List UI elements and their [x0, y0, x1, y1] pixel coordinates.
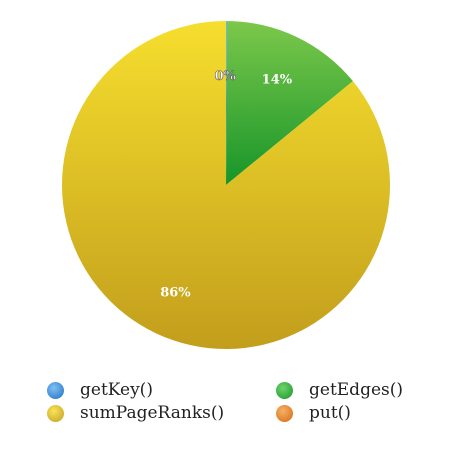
pie-slice-getedges — [226, 21, 353, 185]
pie-slice-sumpageranks — [61, 21, 390, 349]
data-label-getedges: 14% — [262, 72, 293, 87]
data-label-sumpageranks: 86% — [160, 286, 191, 301]
pie-slice-getkey — [226, 21, 228, 185]
data-label-getkey: 0% — [215, 69, 237, 84]
